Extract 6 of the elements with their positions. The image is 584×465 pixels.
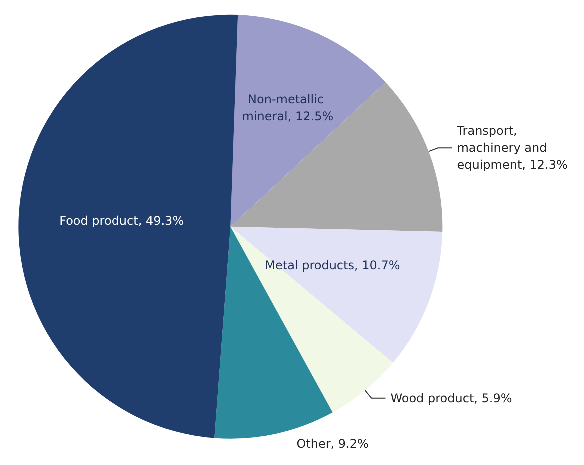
slice-label: Transport, machinery and equipment, 12.3% (456, 124, 568, 172)
slice-label: Food product, 49.3% (60, 214, 184, 228)
slice-label: Wood product, 5.9% (390, 391, 512, 406)
slice-label: Other, 9.2% (296, 436, 369, 451)
slice-label: Metal products, 10.7% (265, 258, 400, 272)
slice-label: Non-metallic mineral, 12.5% (242, 92, 334, 124)
